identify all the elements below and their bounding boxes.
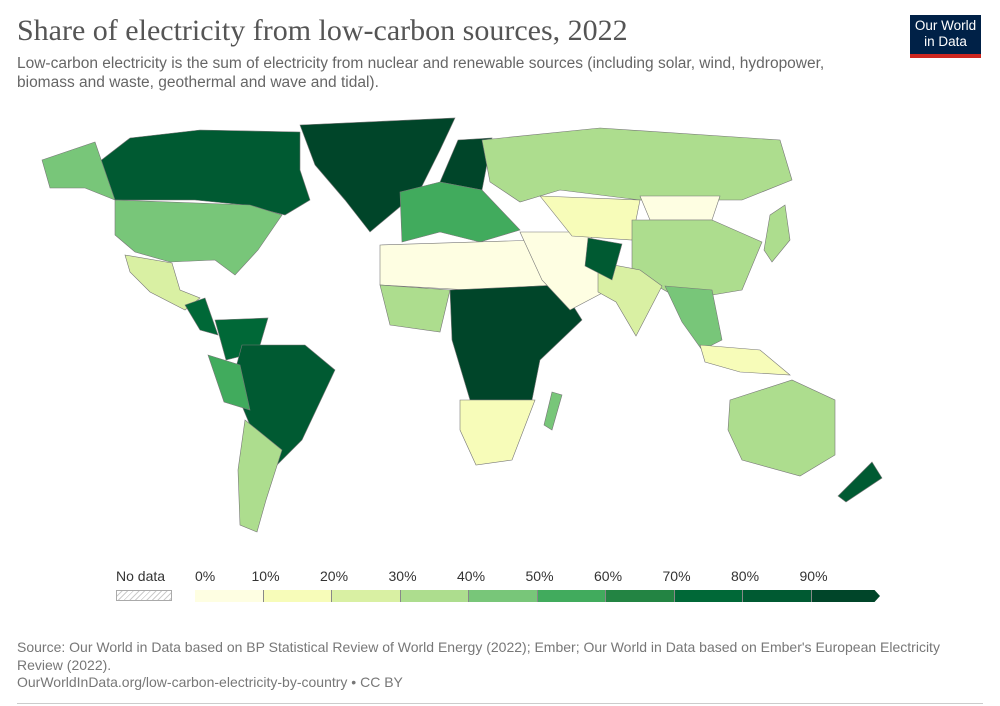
legend-tick-label: 0% <box>195 568 216 584</box>
region-new-zealand[interactable] <box>837 461 883 503</box>
chart-title: Share of electricity from low-carbon sou… <box>17 14 628 47</box>
region-indonesia[interactable] <box>699 344 791 376</box>
owid-logo[interactable]: Our World in Data <box>910 15 981 58</box>
legend-tick-label: 30% <box>388 568 417 584</box>
legend-bin[interactable] <box>537 590 606 602</box>
legend-tick-label: 20% <box>320 568 349 584</box>
region-united-states[interactable] <box>114 199 283 276</box>
legend-tick-label: 40% <box>457 568 486 584</box>
legend-bin[interactable] <box>263 590 332 602</box>
legend-tick-label: 60% <box>594 568 623 584</box>
source-url[interactable]: OurWorldInData.org/low-carbon-electricit… <box>17 674 403 690</box>
legend-bin[interactable] <box>469 590 538 602</box>
region-southeast-asia[interactable] <box>664 285 723 351</box>
source-note: Source: Our World in Data based on BP St… <box>17 639 940 673</box>
region-pakistan-and-afghanistan[interactable] <box>584 237 623 281</box>
region-japan[interactable] <box>763 204 791 263</box>
legend-bin[interactable] <box>606 590 675 602</box>
region-russia[interactable] <box>481 127 793 203</box>
legend-bin[interactable] <box>811 590 880 602</box>
logo-line2: in Data <box>924 34 967 49</box>
legend-bin[interactable] <box>332 590 401 602</box>
legend-no-data-swatch <box>116 590 172 601</box>
region-greenland[interactable] <box>299 117 456 233</box>
legend-bin[interactable] <box>400 590 469 602</box>
region-madagascar[interactable] <box>543 391 563 431</box>
region-india[interactable] <box>597 261 663 337</box>
region-peru[interactable] <box>207 354 251 411</box>
region-argentina-and-chile[interactable] <box>237 419 283 533</box>
color-legend: No data 0% 10% 20% 30% 40% 50% 60% 70% 80% 90% <box>0 568 1000 608</box>
legend-tick-label: 90% <box>799 568 828 584</box>
logo-line1: Our World <box>914 18 977 33</box>
region-west-africa[interactable] <box>379 284 451 333</box>
region-europe[interactable] <box>399 181 521 243</box>
region-central-and-east-africa[interactable] <box>449 284 583 401</box>
world-map <box>41 117 883 533</box>
legend-tick-label: 80% <box>731 568 760 584</box>
legend-bin[interactable] <box>195 590 264 602</box>
divider <box>17 703 983 704</box>
region-mongolia[interactable] <box>639 195 721 221</box>
legend-no-data-label: No data <box>116 568 166 584</box>
legend-bin[interactable] <box>743 590 812 602</box>
region-australia[interactable] <box>727 379 836 477</box>
legend-tick-label: 50% <box>525 568 554 584</box>
region-central-america[interactable] <box>184 297 219 336</box>
region-canada[interactable] <box>94 129 311 216</box>
region-southern-africa[interactable] <box>459 399 536 466</box>
chart-subtitle: Low-carbon electricity is the sum of ele… <box>17 55 825 91</box>
legend-tick-label: 10% <box>251 568 280 584</box>
region-mexico[interactable] <box>124 254 201 311</box>
legend-bin[interactable] <box>674 590 743 602</box>
legend-tick-label: 70% <box>662 568 691 584</box>
region-alaska[interactable] <box>41 141 116 201</box>
